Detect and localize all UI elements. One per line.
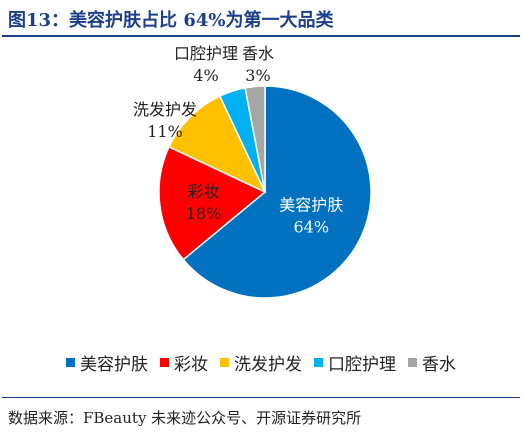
legend-label: 口腔护理 [328, 355, 396, 375]
slice-iuhhom-value-label: 18% [186, 204, 222, 223]
legend-item-uc9ldg: 香水 [408, 350, 456, 375]
slice-uc9ldg-wedge [244, 85, 266, 193]
pie-chart: 美容护肤 64% 彩妆 18% 洗发护发 11% 口腔护理 4% 香水 3% [133, 44, 372, 299]
legend-item-ljrgk1jhggk1: 洗发护发 [220, 350, 302, 375]
legend-swatch [66, 358, 75, 367]
slice-iuhhom-wedge [158, 145, 267, 261]
legend-label: 洗发护发 [234, 355, 302, 375]
slice-ljrgk1jhggk1-name-label: 洗发护发 [133, 100, 197, 119]
slice-ljrgk1jhggk1-value-label: 11% [147, 122, 183, 141]
legend-swatch [314, 358, 323, 367]
legend-swatch [220, 358, 229, 367]
slice-p72i49jhgpes-value-label: 64% [294, 218, 330, 237]
slice-uc9ldg-name-label: 香水 [242, 44, 274, 63]
legend-swatch [160, 358, 169, 367]
slice-iuhhom-name-label: 彩妆 [187, 182, 219, 201]
source-divider [2, 397, 520, 398]
legend-label: 香水 [422, 355, 456, 375]
slice-p72i49jhgpes-name-label: 美容护肤 [279, 196, 343, 215]
chart-legend: 美容护肤 彩妆 洗发护发 口腔护理 香水 [0, 350, 522, 375]
slice-gkjpjojhgmx2-name-label: 口腔护理 [174, 44, 238, 63]
chart-title: 图13：美容护肤占比 64%为第一大品类 [8, 10, 334, 31]
slice-p72i49jhgpes-wedge [182, 85, 372, 299]
legend-item-gkjpjojhgmx2: 口腔护理 [314, 350, 396, 375]
source-note: 数据来源：FBeauty 未来迹公众号、开源证券研究所 [8, 409, 362, 427]
title-divider [2, 35, 520, 37]
legend-label: 彩妆 [174, 355, 208, 375]
slice-ljrgk1jhggk1-wedge [168, 95, 267, 194]
legend-item-iuhhom: 彩妆 [160, 350, 208, 375]
legend-label: 美容护肤 [80, 355, 148, 375]
legend-swatch [408, 358, 417, 367]
slice-gkjpjojhgmx2-value-label: 4% [193, 66, 218, 85]
slice-uc9ldg-value-label: 3% [245, 66, 270, 85]
legend-item-p72i49jhgpes: 美容护肤 [66, 350, 148, 375]
